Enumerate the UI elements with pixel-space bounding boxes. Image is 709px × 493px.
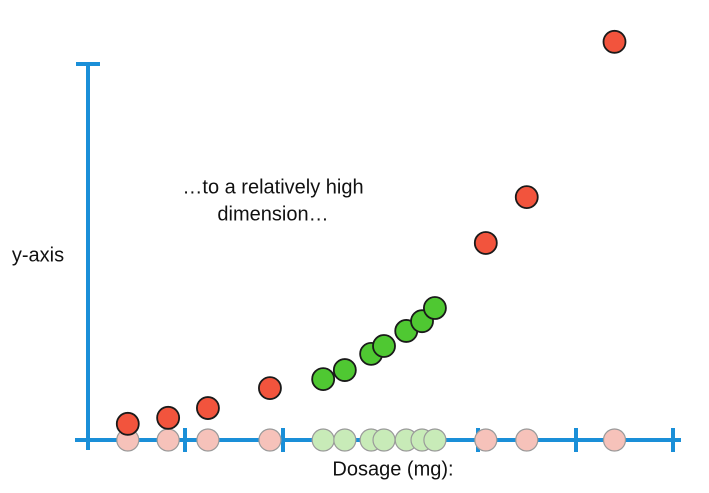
point [514, 185, 539, 210]
y-axis-label: y-axis [12, 244, 64, 266]
axes [75, 62, 681, 452]
point [311, 367, 336, 391]
point [332, 358, 357, 382]
point [602, 29, 627, 54]
point [372, 334, 396, 358]
annotation: …to a relatively high [182, 176, 363, 198]
point [372, 428, 396, 452]
point [258, 428, 282, 452]
annotation: dimension… [217, 203, 328, 225]
point [474, 428, 498, 452]
x-axis-label: Dosage (mg): [332, 458, 453, 480]
point [333, 428, 357, 452]
point [515, 428, 539, 452]
point [115, 411, 140, 436]
point [196, 428, 220, 452]
point [156, 428, 180, 452]
point [602, 428, 627, 452]
point [423, 296, 447, 320]
point [473, 231, 498, 255]
point [156, 405, 181, 430]
point [423, 428, 447, 452]
point [196, 396, 220, 420]
point [258, 376, 282, 401]
point [311, 428, 335, 452]
